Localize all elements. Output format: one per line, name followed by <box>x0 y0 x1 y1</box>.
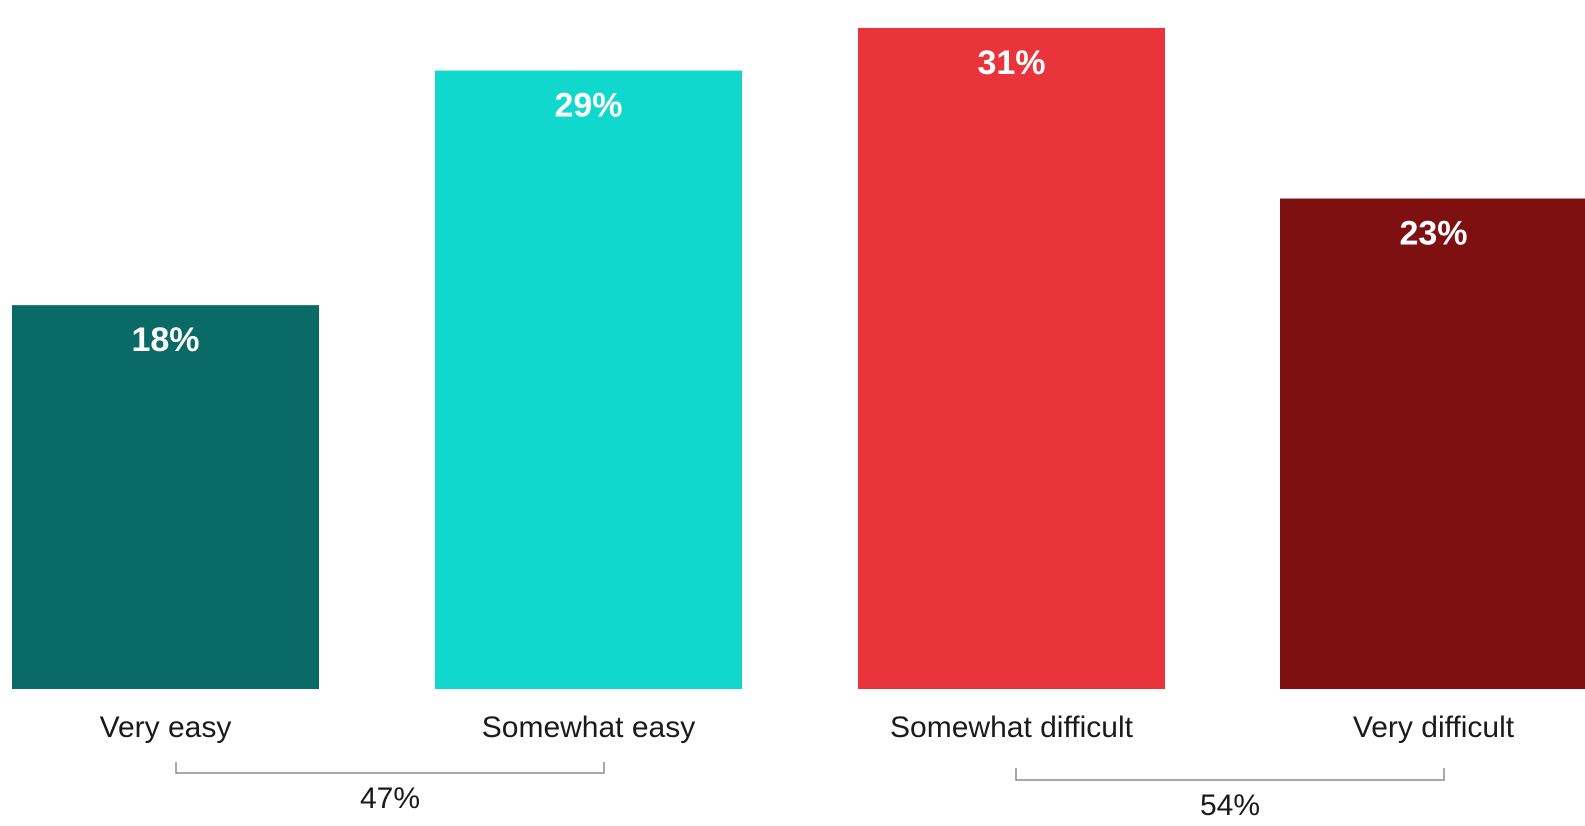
value-labels-layer: 18% 29% 31% 23% <box>131 44 1467 359</box>
category-label: Somewhat easy <box>482 711 695 744</box>
category-label: Somewhat difficult <box>890 711 1134 744</box>
bar-value-label: 31% <box>977 44 1045 82</box>
group-total-label: 54% <box>1200 789 1260 822</box>
bars-layer <box>12 27 1585 690</box>
category-labels-layer: Very easy Somewhat easy Somewhat difficult… <box>100 711 1515 744</box>
category-label: Very difficult <box>1353 711 1515 744</box>
group-bracket <box>175 762 605 774</box>
bar-value-label: 18% <box>131 321 199 359</box>
bar-somewhat-difficult <box>858 27 1165 690</box>
bar-very-difficult <box>1280 198 1585 690</box>
bar-value-label: 29% <box>554 87 622 125</box>
group-bracket <box>1015 768 1445 781</box>
bar-value-label: 23% <box>1399 215 1467 253</box>
group-brackets-layer: 47% 54% <box>175 762 1445 822</box>
group-total-label: 47% <box>360 782 420 815</box>
category-label: Very easy <box>100 711 232 744</box>
bar-very-easy <box>12 305 319 689</box>
bar-somewhat-easy <box>435 70 742 690</box>
